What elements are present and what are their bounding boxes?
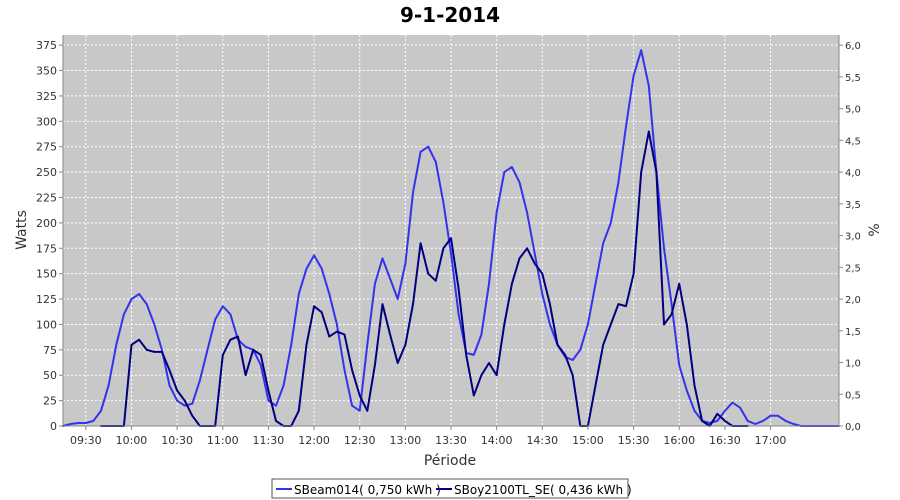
- right-tick-label: 0,5: [845, 390, 861, 401]
- right-tick-label: 2,0: [845, 295, 861, 306]
- x-tick-label: 11:30: [253, 434, 285, 447]
- left-tick-label: 75: [43, 344, 57, 357]
- left-tick-label: 300: [36, 115, 57, 128]
- left-tick-label: 325: [36, 90, 57, 103]
- right-tick-label: 4,0: [845, 168, 861, 179]
- x-tick-label: 10:30: [161, 434, 193, 447]
- right-tick-label: 5,5: [845, 73, 861, 84]
- left-tick-label: 50: [43, 369, 57, 382]
- right-tick-label: 1,0: [845, 359, 861, 370]
- x-tick-label: 11:00: [207, 434, 239, 447]
- left-tick-label: 350: [36, 65, 57, 78]
- legend-label-sboy2100tl-se: SBoy2100TL_SE( 0,436 kWh ): [454, 483, 632, 497]
- right-tick-label: 1,5: [845, 327, 861, 338]
- left-axis-ticks: 0 25 50 75 100 125 150 175 200 225 250 275 300 325 350…: [36, 39, 63, 433]
- x-tick-label: 13:30: [435, 434, 467, 447]
- left-tick-label: 0: [50, 420, 57, 433]
- right-tick-label: 4,5: [845, 136, 861, 147]
- x-axis-label: Période: [424, 453, 476, 469]
- right-tick-label: 3,0: [845, 232, 861, 243]
- right-tick-label: 0,0: [845, 422, 861, 433]
- x-tick-label: 12:30: [344, 434, 376, 447]
- x-tick-label: 14:30: [526, 434, 558, 447]
- left-tick-label: 200: [36, 217, 57, 230]
- y-axis-label-right: %: [867, 223, 883, 236]
- right-tick-label: 5,0: [845, 105, 861, 116]
- x-tick-label: 16:30: [709, 434, 741, 447]
- x-tick-label: 17:00: [755, 434, 787, 447]
- left-tick-label: 250: [36, 166, 57, 179]
- legend-label-sbeam014: SBeam014( 0,750 kWh ): [294, 483, 441, 497]
- left-tick-label: 150: [36, 268, 57, 281]
- series-line-sbeam014: [62, 49, 840, 427]
- series-line-sboy2100tl-se: [100, 130, 749, 427]
- x-tick-label: 13:00: [390, 434, 422, 447]
- x-axis-ticks: 09:30 10:00 10:30 11:00 11:30 12:00 12:30 13:00…: [70, 426, 786, 447]
- grid-lines: [63, 35, 839, 426]
- y-axis-label-left: Watts: [14, 210, 30, 250]
- x-tick-label: 14:00: [481, 434, 513, 447]
- left-tick-label: 375: [36, 39, 57, 52]
- left-tick-label: 125: [36, 293, 57, 306]
- legend: SBeam014( 0,750 kWh ) SBoy2100TL_SE( 0,4…: [271, 478, 632, 499]
- left-tick-label: 100: [36, 318, 57, 331]
- right-tick-label: 3,5: [845, 200, 861, 211]
- right-axis-ticks: 0,0 0,5 1,0 1,5 2,0 2,5 3,0 3,5 4,0 4,5 5,0 5,5 6,0: [839, 41, 861, 433]
- left-tick-label: 225: [36, 191, 57, 204]
- left-tick-label: 25: [43, 395, 57, 408]
- chart-title: 9-1-2014: [400, 3, 500, 27]
- x-tick-label: 16:00: [663, 434, 695, 447]
- x-tick-label: 15:30: [618, 434, 650, 447]
- left-tick-label: 275: [36, 141, 57, 154]
- right-tick-label: 2,5: [845, 263, 861, 274]
- x-tick-label: 15:00: [572, 434, 604, 447]
- series-layer: [62, 49, 840, 427]
- right-tick-label: 6,0: [845, 41, 861, 52]
- left-tick-label: 175: [36, 242, 57, 255]
- x-tick-label: 12:00: [298, 434, 330, 447]
- x-tick-label: 10:00: [116, 434, 148, 447]
- x-tick-label: 09:30: [70, 434, 102, 447]
